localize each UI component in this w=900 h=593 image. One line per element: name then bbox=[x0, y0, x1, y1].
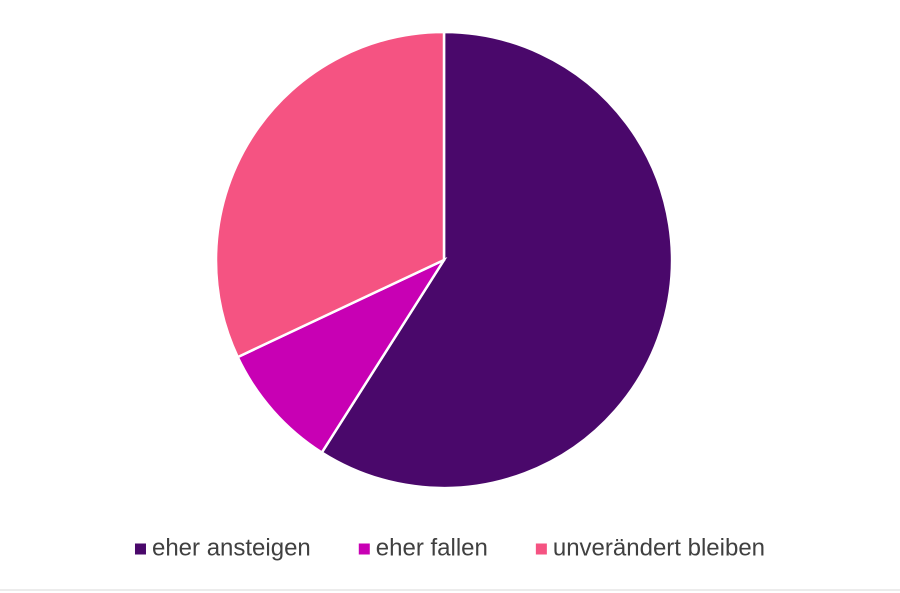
pie-slice bbox=[236, 257, 448, 455]
legend-swatch bbox=[134, 543, 146, 555]
legend-label: eher fallen bbox=[376, 534, 488, 561]
legend-label: unverändert bleiben bbox=[553, 534, 765, 561]
legend-swatch bbox=[535, 543, 547, 555]
pie-slice bbox=[320, 30, 674, 490]
pie-slice bbox=[214, 30, 446, 359]
legend-swatch bbox=[358, 543, 370, 555]
legend-label: eher ansteigen bbox=[152, 534, 311, 561]
